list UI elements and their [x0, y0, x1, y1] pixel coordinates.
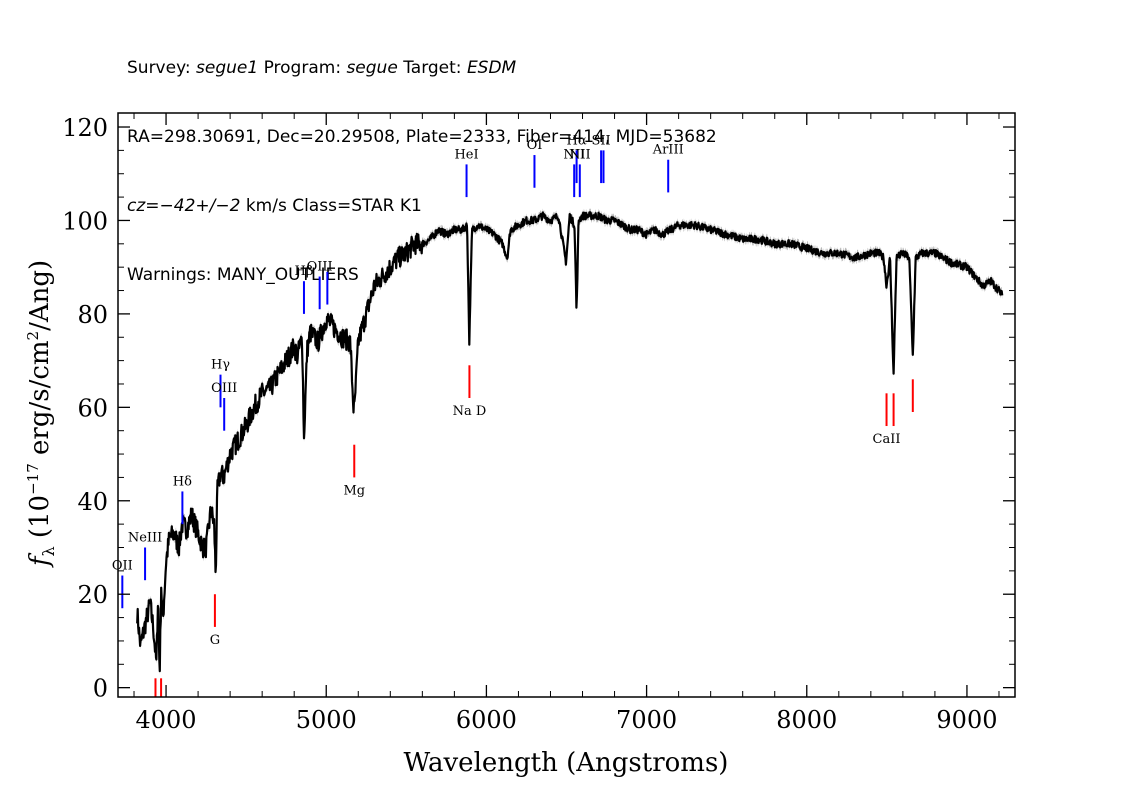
line-marker-label: ArIII: [652, 143, 684, 158]
spectrum-line: [136, 211, 1004, 673]
y-tick-label: 20: [77, 581, 108, 609]
line-marker-label: Hβ: [295, 264, 314, 279]
header-line-warnings: Warnings: MANY_OUTLIERS: [127, 265, 359, 285]
y-tick-label: 60: [77, 394, 108, 422]
header-line-survey: Survey: segue1 Program: segue Target: ES…: [127, 57, 717, 80]
survey-label: Survey:: [127, 58, 197, 78]
line-marker-label: HeI: [454, 147, 478, 162]
line-marker-label: Na D: [453, 404, 487, 419]
line-marker-label: NeIII: [128, 530, 162, 545]
line-marker-label: Mg: [343, 483, 365, 498]
y-tick-label: 40: [77, 488, 108, 516]
x-tick-label: 9000: [936, 706, 997, 734]
line-marker-label: G: [210, 633, 220, 648]
header-line-coordinates: RA=298.30691, Dec=20.29508, Plate=2333, …: [127, 127, 717, 147]
x-tick-label: 5000: [296, 706, 357, 734]
line-marker-layer: OIINeIIIHδHγOIIIHβOIIIHeIOINIIHαNIISIIAr…: [112, 133, 914, 697]
spectrum-header: Survey: segue1 Program: segue Target: ES…: [127, 11, 717, 310]
survey-value: segue1: [196, 58, 259, 78]
x-tick-label: 8000: [776, 706, 837, 734]
program-label: Program:: [258, 58, 347, 78]
line-marker-label: NII: [563, 147, 585, 162]
y-axis-title: fλ (10−17 erg/s/cm2/Ang): [24, 260, 58, 568]
x-axis-title: Wavelength (Angstroms): [404, 748, 729, 778]
program-value: segue: [346, 58, 398, 78]
x-tick-label: 6000: [456, 706, 517, 734]
line-marker-label: Hδ: [173, 474, 192, 489]
line-marker-label: NII: [569, 147, 591, 162]
y-tick-label: 0: [93, 675, 108, 703]
target-value: ESDM: [466, 58, 517, 78]
line-marker-label: Hγ: [211, 358, 230, 373]
line-marker-label: OIII: [211, 381, 237, 396]
spectrum-layer: [136, 211, 1004, 673]
line-marker-label: OI: [527, 138, 543, 153]
plot-frame: [117, 112, 1016, 698]
x-tick-label: 4000: [136, 706, 197, 734]
line-marker-label: OIII: [307, 260, 333, 275]
y-tick-label: 120: [62, 114, 108, 142]
line-marker-label: OII: [112, 559, 133, 574]
axis-tick-layer: 4000 5000 6000 7000 8000 9000 0 20 40 60 80 100 120: [62, 113, 1015, 734]
target-label: Target:: [397, 58, 467, 78]
class-value: km/s Class=STAR K1: [240, 196, 422, 216]
y-tick-label: 80: [77, 301, 108, 329]
line-marker-label: CaII: [873, 432, 901, 447]
redshift-value: cz=−42+/−2: [127, 196, 241, 216]
x-tick-label: 7000: [616, 706, 677, 734]
y-tick-label: 100: [62, 207, 108, 235]
line-marker-label: Hα: [567, 133, 587, 148]
header-line-redshift: cz=−42+/−2 km/s Class=STAR K1: [127, 195, 717, 218]
line-marker-label: SII: [592, 133, 611, 148]
